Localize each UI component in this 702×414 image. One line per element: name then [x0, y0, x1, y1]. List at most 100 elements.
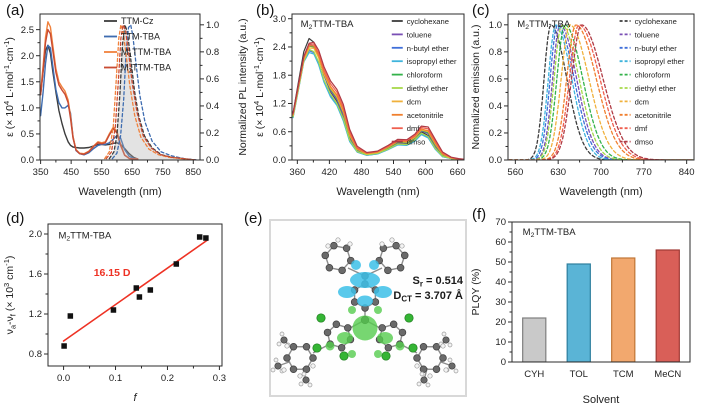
svg-text:TCM: TCM: [613, 369, 634, 380]
svg-text:0.8: 0.8: [489, 47, 502, 58]
svg-text:0.0: 0.0: [57, 373, 70, 384]
svg-text:480: 480: [354, 167, 370, 178]
chart-c-svg: 560 630 700 770 840 0.0 0.2 0.4 0.6 0.8 1.0 Wavelen…: [470, 13, 695, 198]
svg-text:0.6: 0.6: [273, 127, 286, 138]
svg-text:0.2: 0.2: [161, 373, 174, 384]
svg-text:70: 70: [495, 217, 506, 228]
svg-text:M2TTM-TBA: M2TTM-TBA: [301, 19, 355, 31]
svg-text:M2TTM-TBA: M2TTM-TBA: [523, 227, 577, 239]
chart-a-absorption-emission-spectra: 350 450 550 650 750 850 0.0 0.5 1.0 1.5 2.0 2.5 0.0 0…: [2, 2, 252, 209]
svg-text:isopropyl ether: isopropyl ether: [407, 57, 457, 66]
svg-text:0.4: 0.4: [489, 101, 502, 112]
svg-text:diethyl ether: diethyl ether: [635, 84, 677, 93]
chart-c-solvent-emission-spectra: 560 630 700 770 840 0.0 0.2 0.4 0.6 0.8 1.0 Wavelen…: [468, 2, 700, 209]
svg-text:0.8: 0.8: [29, 349, 42, 360]
svg-text:420: 420: [321, 167, 337, 178]
svg-text:360: 360: [289, 167, 305, 178]
svg-text:Normalized emission (a.u.): Normalized emission (a.u.): [470, 25, 482, 150]
svg-text:CYH: CYH: [524, 369, 544, 380]
svg-text:MeCN: MeCN: [654, 369, 681, 380]
svg-text:1.5: 1.5: [21, 77, 34, 88]
svg-text:DCT = 3.707 Å: DCT = 3.707 Å: [393, 289, 463, 303]
svg-text:770: 770: [636, 167, 652, 178]
svg-text:350: 350: [33, 167, 49, 178]
panel-a: (a) 350 450 550 650 750 850 0.0 0.5 1.0 1.5 2.0 2.5…: [2, 2, 252, 204]
svg-text:Solvent: Solvent: [583, 394, 620, 406]
chart-f-svg: CYH TOL TCM MeCN 0 10 20 30 40 50 60 70 Solvent PLQY …: [470, 217, 691, 406]
svg-text:Wavelength (nm): Wavelength (nm): [78, 186, 161, 198]
svg-text:Wavelength (nm): Wavelength (nm): [559, 186, 642, 198]
panel-e-label: (e): [244, 210, 263, 227]
svg-text:PLQY (%): PLQY (%): [470, 268, 482, 315]
bar-MeCN: [655, 249, 680, 362]
svg-text:2.5: 2.5: [21, 25, 34, 36]
svg-text:0.2: 0.2: [489, 128, 502, 139]
molecule-drawing: [270, 237, 459, 388]
svg-text:toluene: toluene: [407, 30, 432, 39]
svg-text:toluene: toluene: [635, 30, 660, 39]
svg-text:1.2: 1.2: [273, 99, 286, 110]
panel-e: (e) Sr = 0.514 DCT = 3.707 Å: [240, 208, 468, 408]
svg-text:0.3: 0.3: [213, 373, 226, 384]
svg-text:n-butyl ether: n-butyl ether: [635, 44, 678, 53]
svg-text:TTM-Cz: TTM-Cz: [121, 16, 154, 26]
svg-text:600: 600: [418, 167, 434, 178]
svg-text:TTM-TBA: TTM-TBA: [121, 32, 160, 42]
svg-text:TOL: TOL: [570, 369, 588, 380]
svg-text:ε (× 104 L·mol-1·cm-1): ε (× 104 L·mol-1·cm-1): [252, 37, 266, 137]
svg-text:0.8: 0.8: [206, 47, 219, 58]
chart-a-axes: [39, 13, 201, 161]
svg-text:3.0: 3.0: [273, 14, 286, 25]
svg-text:30: 30: [495, 297, 506, 308]
svg-text:1.6: 1.6: [29, 269, 42, 280]
panel-a-label: (a): [6, 2, 25, 19]
panel-b: (b) 360 420 480 540 600 660 0.0 0.6 1.2 1.8 2.4 3.0…: [252, 2, 468, 204]
bar-TOL: [566, 263, 591, 362]
bar-TCM: [611, 257, 636, 362]
svg-text:20: 20: [495, 317, 506, 328]
chart-a-svg: 350 450 550 650 750 850 0.0 0.5 1.0 1.5 2.0 2.5 0.0 0…: [2, 13, 249, 198]
svg-text:40: 40: [495, 277, 506, 288]
svg-text:0.5: 0.5: [21, 129, 34, 140]
chart-d-series: [61, 234, 209, 349]
svg-text:1.2: 1.2: [29, 309, 42, 320]
bar-CYH: [522, 317, 547, 362]
svg-text:dmf: dmf: [635, 124, 649, 133]
svg-text:dmf: dmf: [407, 124, 421, 133]
molecule-illustration: Sr = 0.514 DCT = 3.707 Å: [240, 208, 468, 413]
svg-text:chloroform: chloroform: [635, 71, 671, 80]
svg-text:1.0: 1.0: [206, 20, 219, 31]
svg-text:0.2: 0.2: [206, 128, 219, 139]
svg-text:Normalized PL intensity (a.u.): Normalized PL intensity (a.u.): [237, 18, 249, 155]
chart-f-plqy-bar-chart: CYH TOL TCM MeCN 0 10 20 30 40 50 60 70 Solvent PLQY …: [468, 206, 700, 414]
svg-text:0: 0: [501, 357, 506, 368]
svg-text:Wavelength (nm): Wavelength (nm): [336, 186, 419, 198]
svg-text:750: 750: [155, 167, 171, 178]
svg-text:2.0: 2.0: [29, 229, 42, 240]
svg-text:450: 450: [63, 167, 79, 178]
svg-text:850: 850: [185, 167, 201, 178]
svg-text:540: 540: [386, 167, 402, 178]
svg-text:1.8: 1.8: [273, 70, 286, 81]
svg-text:acetonitrile: acetonitrile: [635, 111, 672, 120]
panel-d-label: (d): [6, 210, 25, 227]
svg-text:700: 700: [593, 167, 609, 178]
chart-b-svg: 360 420 480 540 600 660 0.0 0.6 1.2 1.8 2.4 3.0 Wave…: [252, 13, 466, 198]
svg-text:10: 10: [495, 337, 506, 348]
svg-text:diethyl ether: diethyl ether: [407, 84, 449, 93]
svg-text:660: 660: [450, 167, 466, 178]
svg-text:0.1: 0.1: [109, 373, 122, 384]
panel-f: (f) CYH TOL TCM MeCN 0 10 20 30 40 50 60 70 Solvent P…: [468, 206, 700, 412]
svg-text:dcm: dcm: [635, 97, 649, 106]
svg-text:n-butyl ether: n-butyl ether: [407, 44, 450, 53]
chart-b-axes: [291, 13, 465, 161]
chart-f-series: [522, 249, 680, 362]
svg-text:0.6: 0.6: [489, 74, 502, 85]
svg-text:650: 650: [124, 167, 140, 178]
svg-text:16.15 D: 16.15 D: [94, 267, 131, 279]
svg-text:M1TTM-TBA: M1TTM-TBA: [121, 47, 171, 59]
svg-text:0.0: 0.0: [21, 155, 34, 166]
svg-text:1.0: 1.0: [21, 103, 34, 114]
svg-text:ε (× 104 L·mol-1·cm-1): ε (× 104 L·mol-1·cm-1): [2, 37, 16, 137]
